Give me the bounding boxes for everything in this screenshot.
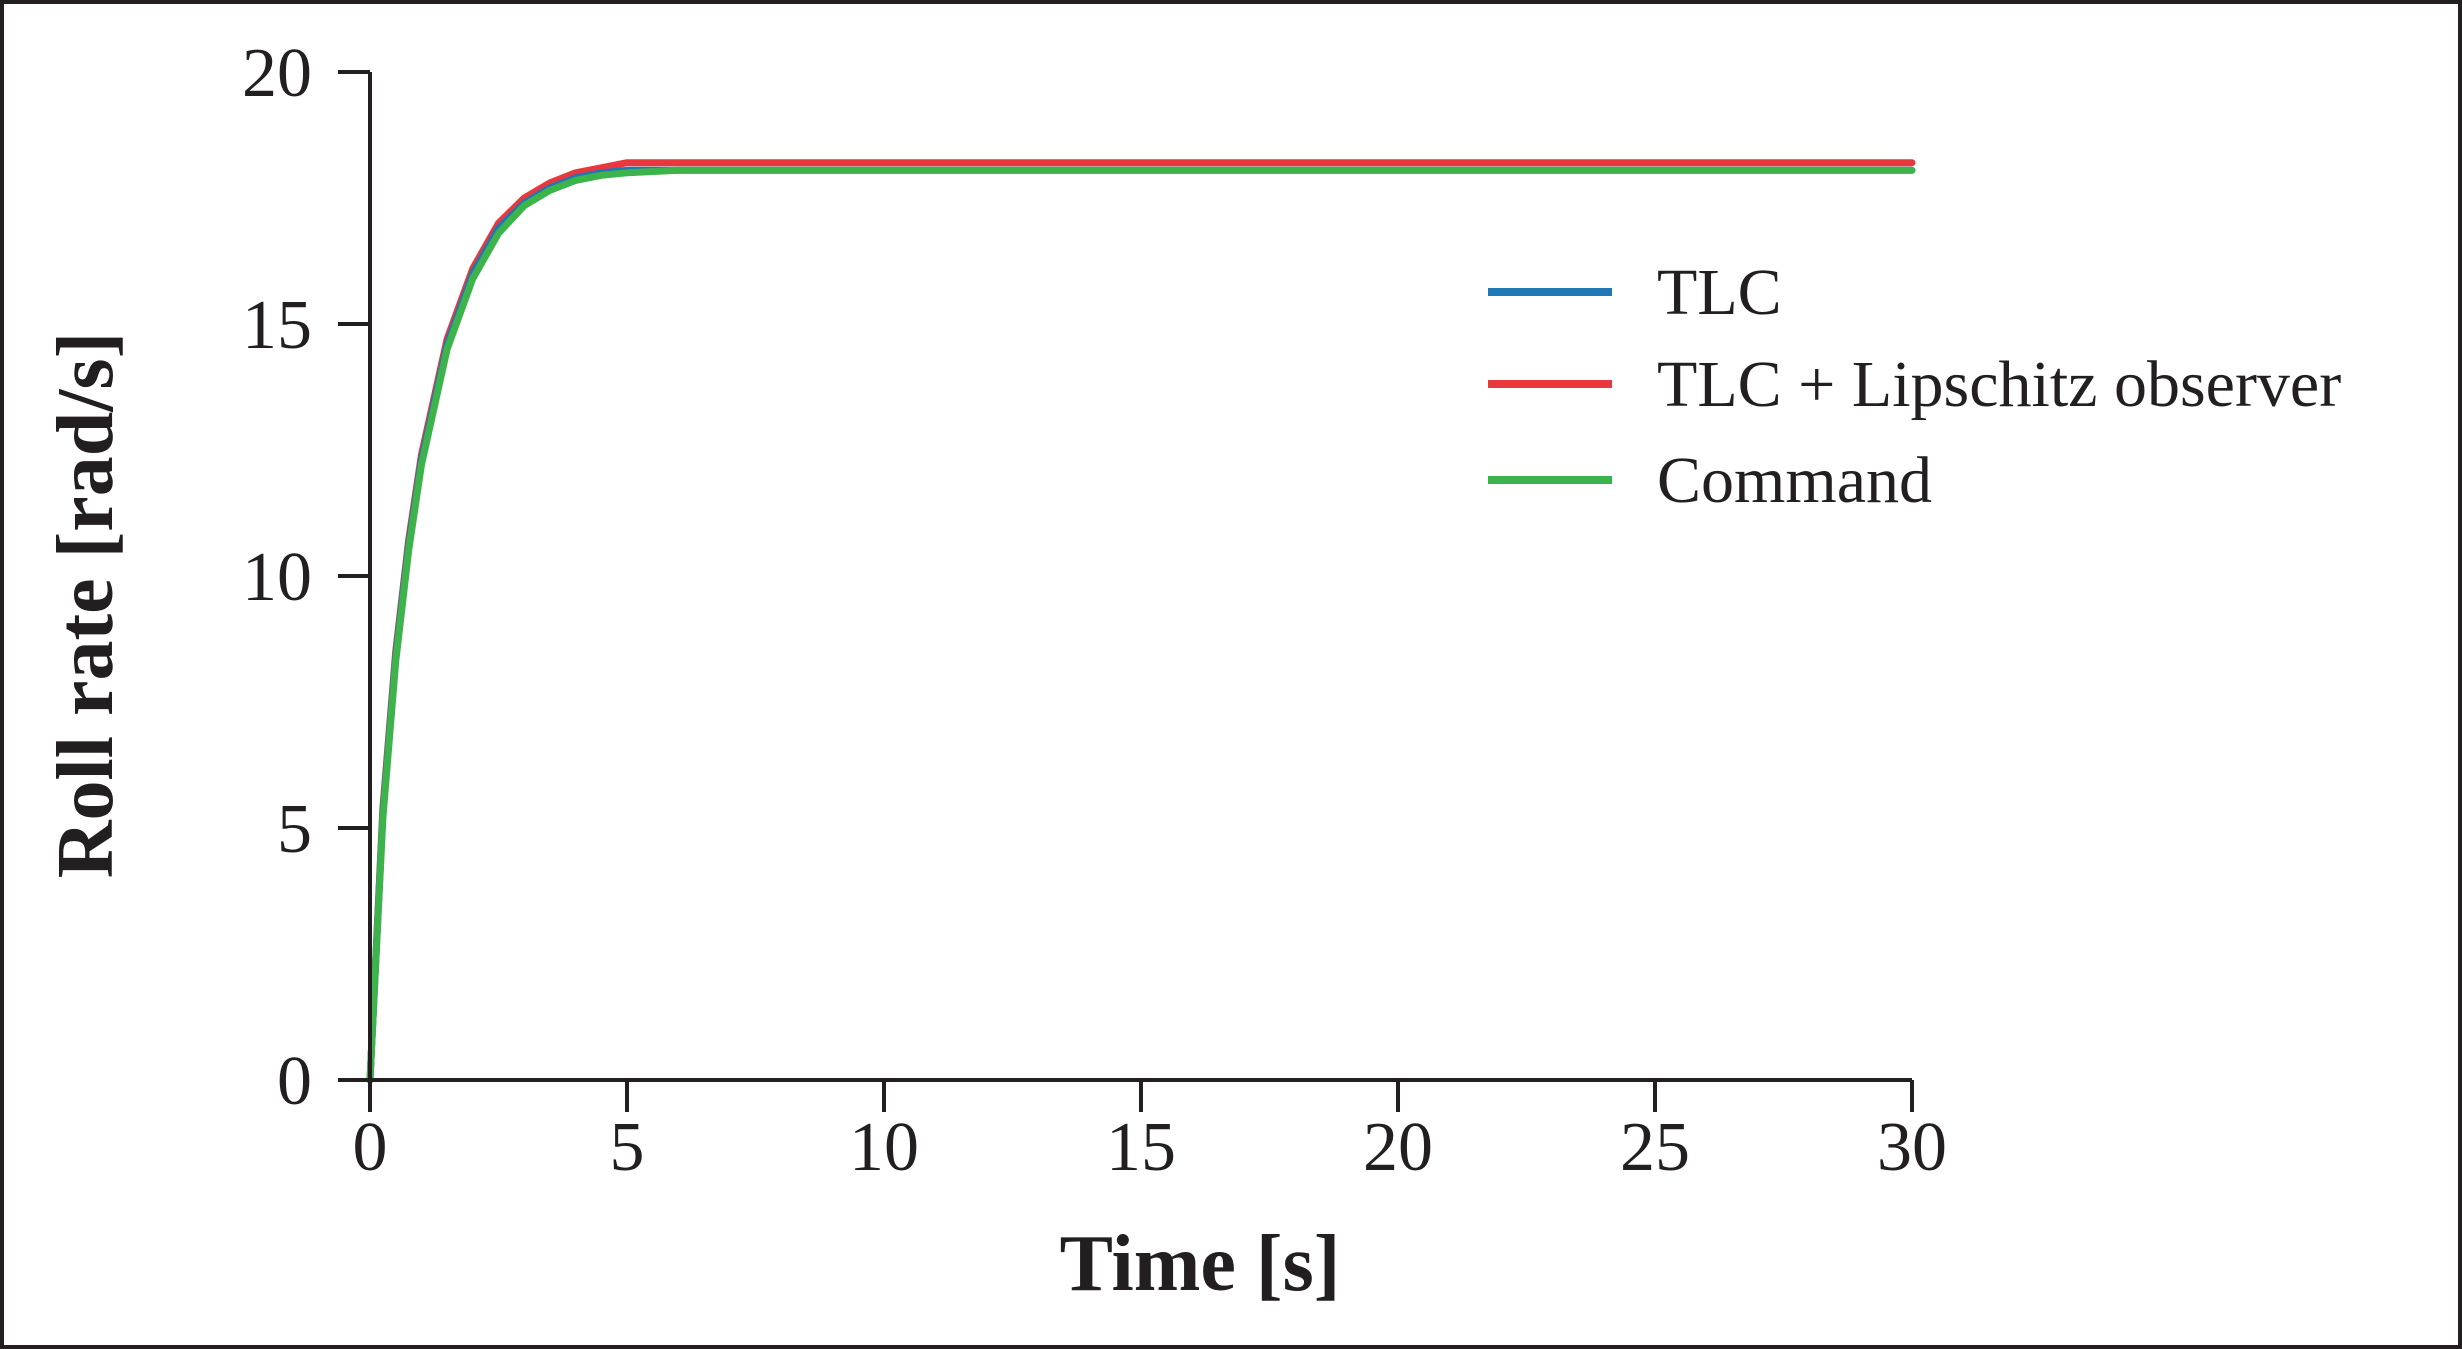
x-tick-label: 0 xyxy=(353,1109,388,1186)
y-tick-label: 10 xyxy=(242,539,312,616)
y-tick-label: 0 xyxy=(277,1043,312,1120)
series-layer xyxy=(366,159,1916,1084)
x-tick-label: 15 xyxy=(1106,1109,1176,1186)
x-tick-label: 25 xyxy=(1620,1109,1690,1186)
legend-label-0: TLC xyxy=(1657,256,1782,329)
y-axis-title: Roll rate [rad/s] xyxy=(42,332,130,879)
ticks-layer: 0 5 10 15 20 25 30 0 5 10 15 20 xyxy=(242,35,1947,1186)
series-line-2 xyxy=(366,166,1916,1084)
legend-label-2: Command xyxy=(1657,444,1932,517)
x-tick-label: 30 xyxy=(1877,1109,1947,1186)
y-tick-label: 20 xyxy=(242,35,312,112)
x-tick-label: 20 xyxy=(1363,1109,1433,1186)
y-tick-label: 5 xyxy=(277,791,312,868)
x-tick-label: 10 xyxy=(849,1109,919,1186)
axes-layer xyxy=(368,72,1912,1082)
x-axis-title: Time [s] xyxy=(1060,1220,1341,1308)
y-tick-label: 15 xyxy=(242,287,312,364)
legend: TLC TLC + Lipschitz observer Command xyxy=(1488,256,2341,517)
x-tick-label: 5 xyxy=(610,1109,645,1186)
legend-label-1: TLC + Lipschitz observer xyxy=(1657,348,2341,421)
